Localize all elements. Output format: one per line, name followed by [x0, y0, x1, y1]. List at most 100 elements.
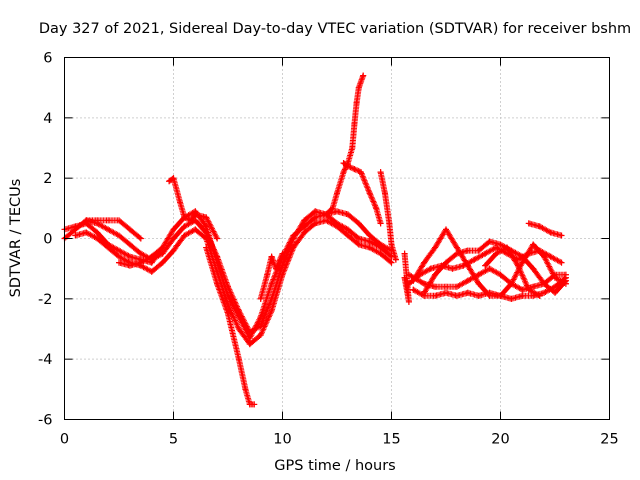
data-point [323, 217, 330, 224]
data-point [504, 244, 511, 251]
data-point [366, 232, 373, 239]
data-point [83, 217, 90, 224]
data-point [116, 259, 122, 266]
data-point [381, 190, 388, 197]
data-point [558, 232, 565, 239]
data-point [349, 145, 356, 151]
data-point [235, 356, 242, 363]
x-tick-label: 15 [382, 432, 400, 448]
data-point [351, 120, 358, 127]
data-point [497, 241, 504, 248]
x-tick-label: 0 [60, 432, 69, 448]
data-point [541, 289, 548, 296]
data-point [386, 220, 393, 227]
data-point [475, 280, 482, 287]
data-point [246, 329, 253, 336]
data-point [94, 217, 101, 224]
data-point [137, 235, 144, 242]
data-point [351, 166, 358, 173]
data-point [181, 214, 188, 221]
series-trace-e [116, 244, 166, 269]
x-axis-label: GPS time / hours [274, 458, 395, 474]
data-point [405, 298, 412, 305]
series-trace-q [482, 244, 543, 299]
data-point [519, 286, 526, 293]
data-point [471, 256, 478, 263]
data-point [334, 208, 340, 215]
data-point [443, 289, 449, 296]
series-trace-k [377, 169, 399, 263]
data-point [497, 292, 504, 299]
data-point [475, 292, 482, 299]
data-point [340, 160, 347, 167]
series-trace-h [257, 250, 286, 302]
data-point [486, 289, 493, 296]
data-point [242, 386, 249, 393]
data-point [377, 250, 384, 257]
data-point [105, 217, 112, 224]
data-point [357, 169, 364, 176]
data-point [159, 259, 166, 266]
series-trace-c [72, 217, 395, 348]
data-point [235, 326, 242, 332]
x-tick-label: 25 [600, 432, 618, 448]
data-point [401, 250, 408, 257]
series-trace-d [83, 217, 144, 242]
y-tick-label: -2 [38, 292, 52, 308]
data-point [541, 253, 548, 260]
data-point [453, 244, 460, 251]
data-point [443, 226, 449, 233]
data-point [366, 244, 373, 251]
data-point [366, 190, 373, 197]
x-tick-label: 20 [491, 432, 509, 448]
data-point [344, 226, 351, 233]
data-point [105, 244, 112, 251]
data-point [148, 268, 155, 275]
data-point [264, 271, 271, 278]
data-point [272, 265, 279, 272]
data-point [497, 271, 504, 278]
data-point [116, 217, 122, 224]
data-point [192, 226, 199, 233]
data-point [187, 217, 194, 224]
data-point [514, 262, 521, 269]
data-point [203, 244, 210, 251]
data-point [126, 253, 133, 260]
data-point [432, 271, 439, 278]
data-point [530, 283, 537, 290]
data-point [214, 280, 221, 287]
data-point [235, 307, 242, 314]
axis-ticks: 0 5 10 15 20 25 -6 -4 -2 0 2 4 6 [38, 51, 619, 448]
data-point [203, 229, 210, 236]
data-point [312, 214, 319, 221]
y-axis-label: SDTVAR / TECUs [8, 179, 24, 298]
data-point [126, 241, 133, 248]
data-point [536, 223, 543, 230]
data-point [312, 220, 319, 227]
data-point [148, 253, 155, 260]
data-point [137, 259, 144, 266]
grid-lines [64, 57, 610, 420]
data-point [344, 211, 351, 218]
data-point [486, 265, 493, 272]
data-point [334, 190, 340, 197]
series-trace-g [203, 244, 258, 408]
series-trace-r [525, 220, 565, 239]
data-point [203, 223, 210, 230]
data-point [94, 235, 101, 242]
data-point [225, 310, 231, 317]
data-point [453, 250, 460, 257]
data-point [355, 84, 362, 91]
data-point [301, 229, 308, 236]
data-point [329, 205, 336, 212]
y-tick-label: -4 [38, 352, 52, 368]
chart-title: Day 327 of 2021, Sidereal Day-to-day VTE… [39, 21, 631, 37]
data-point [552, 274, 558, 281]
data-point [279, 250, 286, 257]
data-point [475, 247, 482, 254]
data-point [388, 241, 395, 248]
data-point [377, 169, 384, 176]
data-point [166, 178, 173, 185]
data-point [562, 277, 569, 284]
